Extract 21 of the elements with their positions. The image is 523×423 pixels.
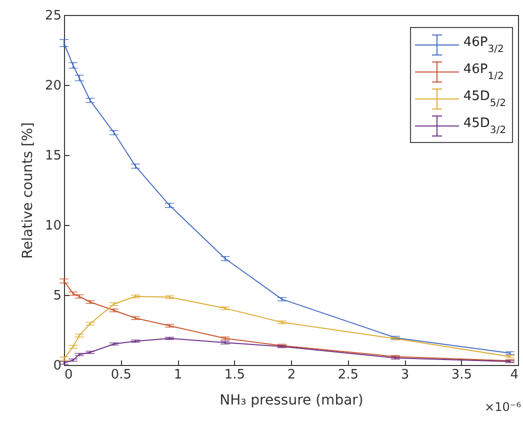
y-tick-label: 25: [44, 8, 62, 24]
y-tick-label: 15: [44, 148, 62, 164]
x-tick-label: 4: [510, 368, 518, 382]
y-tick-label: 20: [44, 78, 62, 94]
x-tick-label: 1.5: [224, 368, 246, 382]
x-tick-label: 0: [64, 368, 73, 382]
legend-label: 45D$_{3/2}$: [463, 116, 506, 136]
y-tick-label: 10: [44, 218, 62, 234]
x-tick-label: 1: [174, 368, 182, 382]
x-tick-label: 3.5: [451, 368, 472, 382]
legend-label: 46P$_{1/2}$: [463, 62, 504, 82]
x-axis-title: NH₃ pressure (mbar): [220, 392, 364, 408]
x-tick-label: 2: [287, 368, 296, 382]
text: ×10⁻⁶: [484, 400, 521, 414]
x-tick-label: 0.5: [110, 368, 132, 382]
legend-label: 46P$_{3/2}$: [463, 34, 504, 54]
x-tick-label: 2.5: [338, 368, 359, 382]
y-axis-title: Relative counts [%]: [20, 122, 36, 259]
legend-label: 45D$_{5/2}$: [463, 88, 506, 108]
y-tick-label: 5: [53, 288, 62, 304]
x-tick-label: 3: [400, 368, 410, 382]
